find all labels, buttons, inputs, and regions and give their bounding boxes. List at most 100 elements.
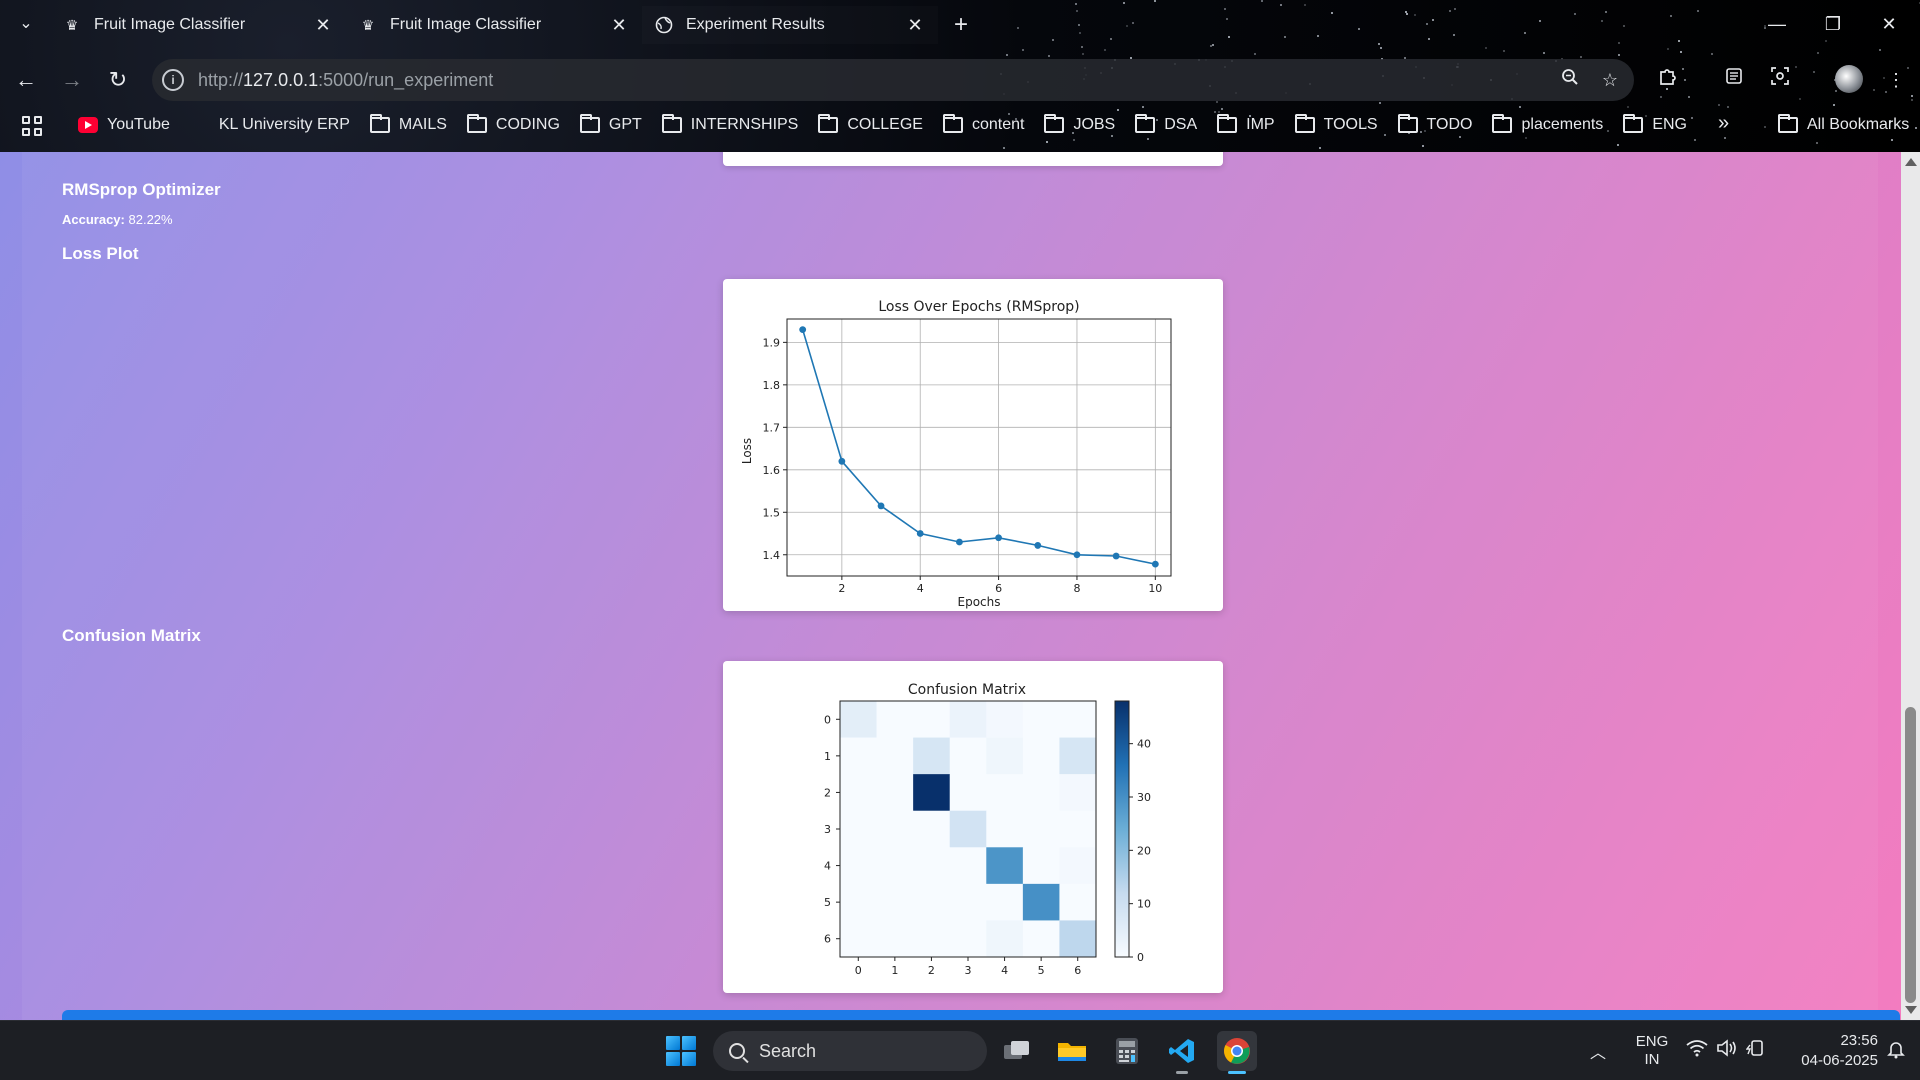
scroll-up-arrow-icon[interactable] [1905,158,1917,166]
star-dot [1377,42,1380,45]
plot-frame [786,318,1172,577]
bookmark-star-icon[interactable]: ☆ [1601,70,1619,90]
matrix-cell [840,774,877,812]
extensions-puzzle-icon[interactable] [1652,64,1684,96]
star-dot [1022,48,1025,51]
loss-point [995,534,1002,542]
axis-ticks: 2 4 6 8 10 1.4 1.5 1.6 1.7 1.8 1.9 [763,336,1163,595]
vscode-icon[interactable] [1162,1031,1202,1074]
minimize-icon[interactable]: — [1768,14,1786,34]
star-dot [1217,111,1220,114]
bookmark-todo[interactable]: TODO [1397,114,1472,134]
tab-fruit-classifier-2[interactable]: ♛ Fruit Image Classifier ✕ [346,6,642,44]
folder-icon [579,114,600,133]
x-tick-label: 1 [891,964,898,977]
bookmark-placements[interactable]: placements [1492,114,1603,134]
all-bookmarks-button[interactable]: All Bookmarks [1778,114,1909,134]
matrix-ticks: 0 1 2 3 4 5 6 0 1 2 3 4 5 6 [824,713,1081,977]
reload-icon[interactable]: ↻ [108,67,128,92]
bookmark-internships[interactable]: INTERNSHIPS [661,114,799,134]
star-dot [1279,4,1282,7]
star-dot [1449,9,1452,12]
apps-grid-icon[interactable] [22,116,42,136]
taskbar-search[interactable]: Search [713,1031,987,1071]
close-icon[interactable]: ✕ [611,15,627,35]
star-dot [1408,132,1411,135]
back-arrow-icon[interactable]: ← [15,67,37,92]
matrix-cell [986,847,1024,885]
star-dot [1079,31,1082,34]
bookmark-coding[interactable]: CODING [466,114,560,134]
bookmark-label: JOBS [1073,116,1116,133]
bookmark-jobs[interactable]: JOBS [1044,114,1116,134]
matrix-cell [949,774,987,812]
matrix-cell [949,883,987,921]
kebab-menu-icon[interactable]: ⋮ [1887,70,1905,90]
folder-icon [661,114,682,133]
x-tick-label: 4 [917,582,924,595]
matrix-cell [913,920,951,958]
star-dot [1835,89,1838,92]
task-view-icon[interactable] [997,1031,1037,1071]
star-dot [1693,138,1696,141]
calculator-icon[interactable] [1107,1031,1147,1071]
star-dot [1523,32,1526,35]
scroll-down-arrow-icon[interactable] [1905,1006,1917,1014]
bookmark-mails[interactable]: MAILS [369,114,447,134]
star-dot [1918,2,1920,5]
star-dot [1815,142,1818,145]
bookmark-kl-erp[interactable]: KL University ERP [190,116,350,134]
chart-title: Loss Over Epochs (RMSprop) [878,299,1079,315]
star-dot [1911,98,1914,101]
loss-series [799,326,1159,568]
site-info-icon[interactable]: i [162,69,184,91]
confusion-matrix-card: Confusion Matrix 0 1 2 3 4 5 6 0 1 2 3 4 5 6 0 10 20 30 4… [723,661,1223,993]
close-icon[interactable]: ✕ [315,15,331,35]
bookmark-label: INTERNSHIPS [690,116,799,133]
bookmarks-overflow-chevron[interactable]: » [1718,112,1730,134]
bookmark-content[interactable]: content [942,114,1024,134]
tray-overflow-chevron-icon[interactable]: ︿ [1590,1045,1607,1062]
reading-list-icon[interactable] [1718,64,1750,96]
screenshot-lens-icon[interactable] [1764,64,1796,96]
wifi-icon[interactable] [1686,1039,1708,1061]
file-explorer-icon[interactable] [1052,1031,1092,1071]
bookmark-dsa[interactable]: DSA [1135,114,1197,134]
loss-point [838,457,846,465]
bookmark-gpt[interactable]: GPT [579,114,642,134]
bookmark-eng[interactable]: ENG [1623,114,1687,134]
tab-search-chevron-icon[interactable]: ⌄ [19,15,33,32]
volume-icon[interactable] [1716,1039,1738,1061]
scroll-thumb[interactable] [1905,707,1916,1003]
star-dot [1824,39,1827,42]
folder-icon [1217,114,1238,133]
new-tab-plus-icon[interactable]: + [953,11,968,38]
battery-charging-icon[interactable] [1745,1039,1768,1061]
tab-fruit-classifier-1[interactable]: ♛ Fruit Image Classifier ✕ [50,6,346,44]
forward-arrow-icon[interactable]: → [61,67,83,92]
star-dot [1817,51,1820,54]
chrome-taskbar-icon[interactable] [1217,1031,1257,1074]
bookmark-tools[interactable]: TOOLS [1294,114,1378,134]
address-bar[interactable]: i http://127.0.0.1:5000/run_experiment ☆ [152,59,1634,101]
bookmark-college[interactable]: COLLEGE [818,114,923,134]
language-indicator[interactable]: ENG IN [1632,1033,1672,1069]
close-icon[interactable]: ✕ [907,15,923,35]
matrix-cell [840,810,877,848]
star-dot [1421,145,1424,148]
page-scrollbar[interactable] [1901,152,1920,1020]
loss-plot-card: Loss Over Epochs (RMSprop) Epochs Loss 2… [723,279,1223,611]
bookmark-youtube[interactable]: YouTube [78,116,170,134]
windows-start-icon[interactable] [666,1036,696,1066]
bookmark-imp[interactable]: IMP [1217,114,1275,134]
profile-avatar[interactable] [1835,65,1863,93]
clock[interactable]: 23:56 04-06-2025 [1784,1031,1878,1071]
star-dot [1622,25,1625,28]
restore-icon[interactable]: ❐ [1824,14,1842,34]
star-dot [1284,36,1287,39]
zoom-icon[interactable] [1554,64,1586,96]
window-close-icon[interactable]: ✕ [1881,14,1897,34]
url-text[interactable]: http://127.0.0.1:5000/run_experiment [198,69,494,90]
notification-bell-icon[interactable] [1886,1039,1906,1063]
tab-experiment-results[interactable]: Experiment Results ✕ [642,6,938,44]
